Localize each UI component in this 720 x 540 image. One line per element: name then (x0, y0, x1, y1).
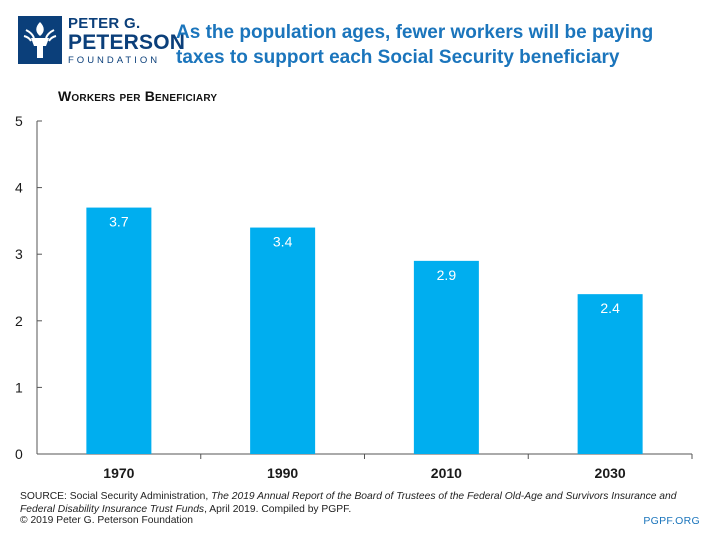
copyright: © 2019 Peter G. Peterson Foundation (20, 515, 194, 526)
y-tick-label: 3 (15, 246, 23, 262)
source-note: SOURCE: Social Security Administration, … (20, 490, 710, 516)
x-tick-label: 1990 (267, 465, 298, 481)
torch-icon (18, 16, 62, 64)
bar (413, 260, 479, 454)
x-tick-label: 2010 (431, 465, 462, 481)
logo-line-1: PETER G. (68, 15, 141, 32)
data-label: 2.4 (600, 300, 620, 316)
source-suffix: , April 2019. Compiled by PGPF. (204, 504, 352, 515)
y-tick-label: 5 (15, 113, 23, 129)
data-label: 3.4 (273, 234, 293, 250)
site-link[interactable]: PGPF.ORG (643, 515, 700, 527)
y-tick-label: 1 (15, 379, 23, 395)
y-tick-label: 2 (15, 313, 23, 329)
logo-line-2: PETERSON (68, 31, 186, 54)
bar (86, 207, 152, 454)
source-report-title: The 2019 Annual Report of the Board of T… (20, 491, 677, 515)
bar (250, 227, 316, 454)
bars (86, 207, 643, 454)
x-tick-label: 2030 (595, 465, 626, 481)
x-tick-label: 1970 (103, 465, 134, 481)
logo-line-3: FOUNDATION (68, 55, 161, 66)
labels: 0 1 2 3 4 5 3.7 1970 3.4 1990 2.9 2010 2.4 2030 (15, 113, 626, 481)
bar (577, 294, 643, 454)
logo: PETER G. PETERSON FOUNDATION (18, 16, 185, 68)
y-axis-label: Workers per Beneficiary (58, 88, 218, 104)
y-tick-label: 0 (15, 446, 23, 462)
y-tick-label: 4 (15, 180, 23, 196)
source-prefix: SOURCE: Social Security Administration, (20, 491, 212, 502)
chart-title: As the population ages, fewer workers wi… (176, 22, 654, 68)
logo-wordmark: PETER G. PETERSON FOUNDATION (68, 16, 185, 66)
data-label: 2.9 (437, 267, 457, 283)
data-label: 3.7 (109, 214, 129, 230)
